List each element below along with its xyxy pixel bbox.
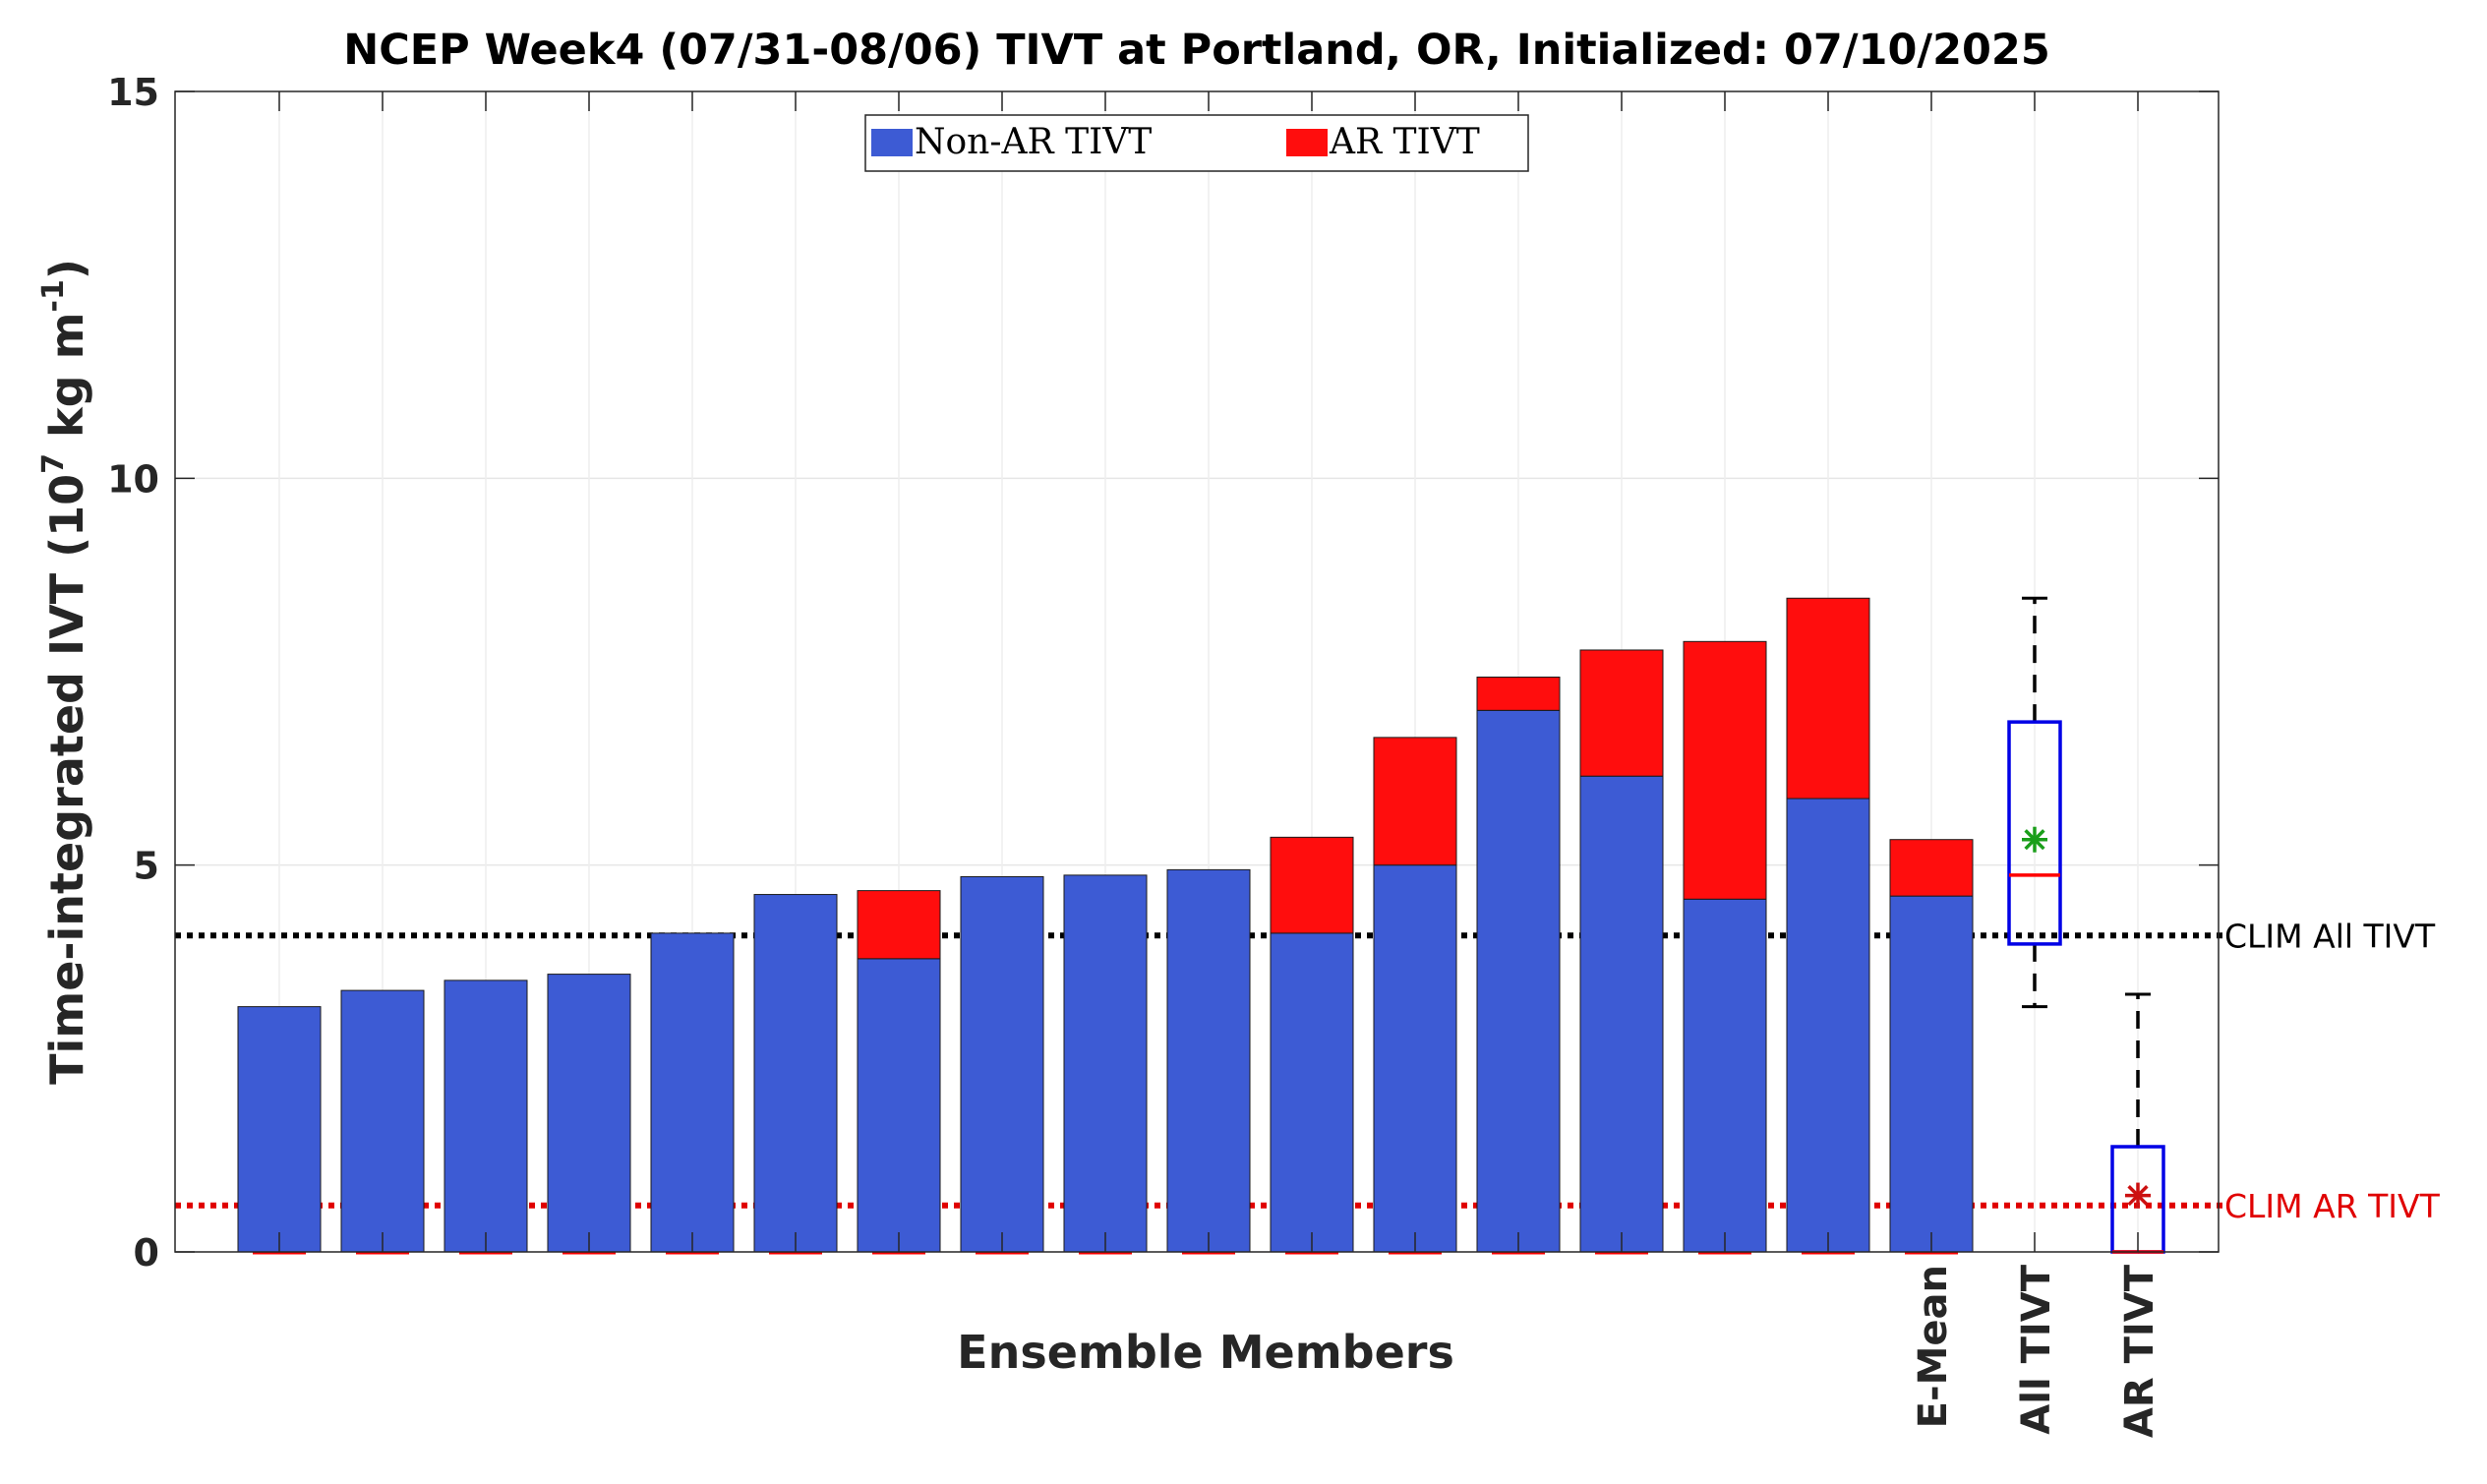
bar-ar-14 (1683, 640, 1767, 900)
y-axis-label-exp2: -1 (36, 279, 71, 312)
bar-non-ar-10 (1270, 932, 1354, 1253)
legend-swatch-ar (1286, 129, 1328, 156)
bar-non-ar-12 (1476, 709, 1561, 1253)
y-tick-label-0: 0 (134, 1231, 159, 1275)
box-mean-d2 (2127, 1184, 2149, 1207)
y-axis-label-exp: 7 (36, 453, 71, 474)
bar-non-ar-3 (547, 974, 631, 1253)
box-mean-d2 (2024, 829, 2045, 851)
bar-ar-10 (1270, 836, 1354, 934)
legend-label-non-ar: Non-AR TIVT (915, 122, 1152, 162)
bar-ar-13 (1579, 649, 1664, 777)
axis-ticks: 0 5 10 15 E-Mean All TIVT AR TIVT (107, 71, 2219, 1438)
chart-title: NCEP Week4 (07/31-08/06) TIVT at Portlan… (343, 26, 2050, 75)
x-category-label-16: E-Mean (1911, 1265, 1956, 1428)
legend-swatch-non-ar (871, 129, 913, 156)
bar-non-ar-0 (237, 1006, 322, 1253)
y-axis-label: Time-integrated IVT (107 kg m-1) (36, 259, 93, 1085)
bar-non-ar-13 (1579, 775, 1664, 1253)
y-axis-label-end: ) (40, 259, 93, 279)
bar-non-ar-14 (1683, 898, 1767, 1253)
bar-ar-15 (1786, 597, 1870, 800)
bar-ar-16 (1889, 839, 1974, 897)
box-body-0 (2007, 720, 2062, 946)
legend-box (864, 114, 1529, 172)
legend-label-ar: AR TIVT (1329, 122, 1480, 162)
bar-non-ar-16 (1889, 895, 1974, 1253)
bar-non-ar-7 (960, 875, 1044, 1253)
box-mean-marker-0 (2022, 826, 2047, 853)
legend: Non-AR TIVT AR TIVT (864, 114, 1529, 172)
plot-frame (174, 90, 2220, 1253)
bar-non-ar-4 (650, 932, 735, 1253)
bar-ar-11 (1373, 737, 1457, 866)
bar-series (237, 597, 1974, 1255)
y-axis-label-mid: kg m (40, 313, 93, 453)
bar-non-ar-1 (340, 989, 425, 1253)
box-mean-marker-1 (2125, 1182, 2151, 1209)
bar-non-ar-11 (1373, 864, 1457, 1253)
bar-non-ar-15 (1786, 798, 1870, 1253)
bar-non-ar-8 (1063, 874, 1148, 1253)
bar-ar-6 (857, 890, 941, 960)
bar-non-ar-6 (857, 958, 941, 1253)
bar-ar-12 (1476, 677, 1561, 711)
x-category-label-18: AR TIVT (2117, 1264, 2162, 1438)
x-axis-label: Ensemble Members (957, 1326, 1454, 1379)
bar-non-ar-5 (753, 894, 838, 1253)
y-tick-label-1: 5 (134, 845, 159, 888)
bar-non-ar-2 (444, 979, 528, 1253)
reference-line-label-0: CLIM All TIVT (2224, 917, 2436, 955)
y-axis-label-main: Time-integrated IVT (10 (40, 474, 93, 1085)
bar-non-ar-9 (1166, 868, 1251, 1253)
reference-line-label-1: CLIM AR TIVT (2224, 1187, 2441, 1225)
y-tick-label-2: 10 (107, 457, 159, 501)
x-category-label-17: All TIVT (2014, 1264, 2059, 1434)
y-tick-label-3: 15 (107, 71, 159, 114)
